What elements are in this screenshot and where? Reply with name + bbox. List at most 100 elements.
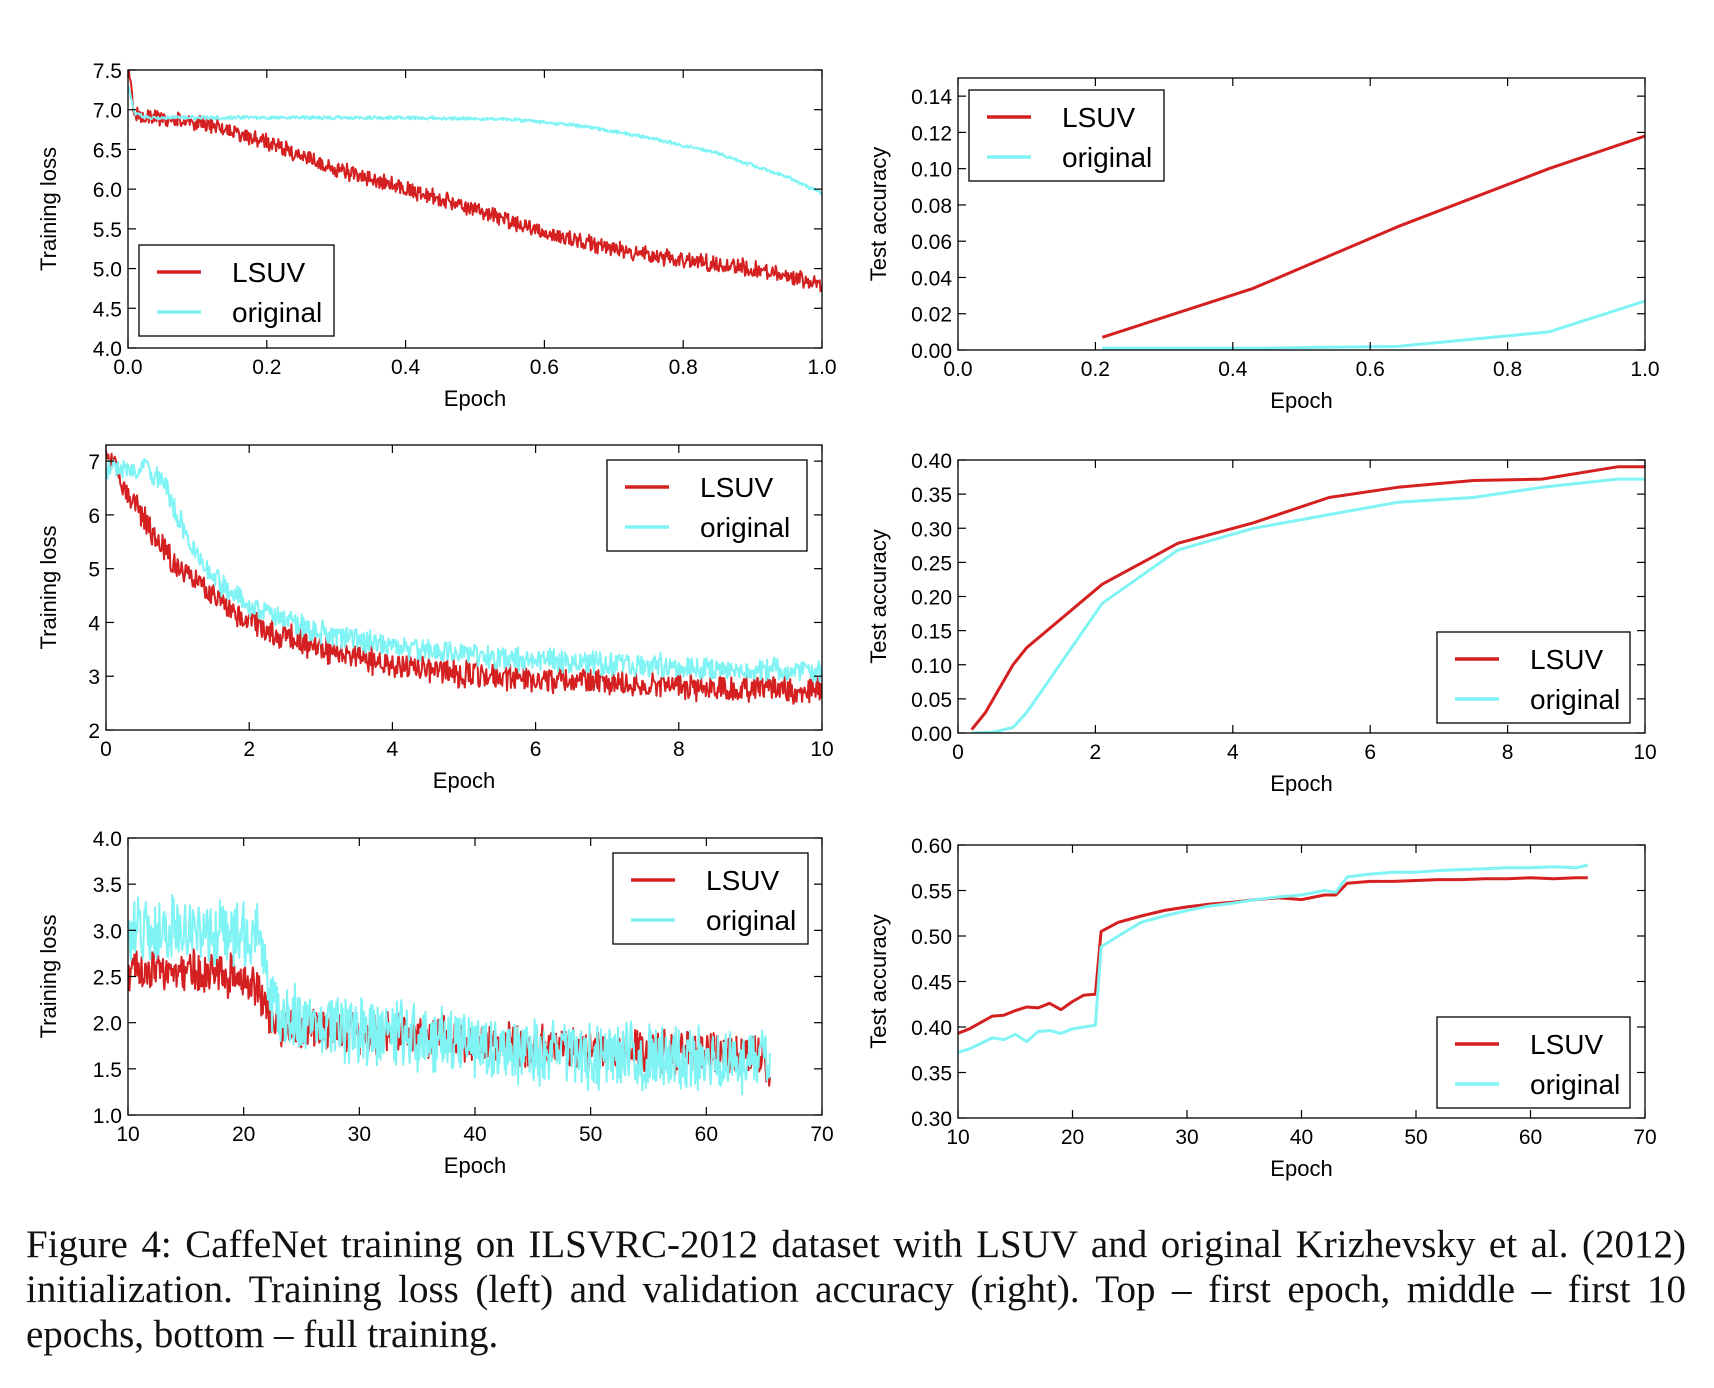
y-tick-label: 0.04	[911, 267, 952, 290]
y-tick-label: 5.0	[93, 259, 122, 282]
legend-box	[612, 852, 809, 945]
x-tick-label: 4	[387, 738, 399, 761]
x-tick-label: 8	[1502, 741, 1514, 764]
y-tick-label: 1.0	[93, 1105, 122, 1128]
y-tick-label: 4.0	[93, 338, 122, 361]
y-tick-label: 7.5	[93, 60, 122, 83]
y-tick-label: 2.0	[93, 1013, 122, 1036]
y-axis-label: Test accuracy	[866, 914, 891, 1049]
legend-label-lsuv: LSUV	[232, 257, 305, 288]
legend-label-original: original	[1530, 684, 1620, 715]
y-tick-label: 0.10	[911, 655, 952, 678]
y-tick-label: 0.45	[911, 972, 952, 995]
series-lsuv-line	[128, 70, 822, 293]
x-tick-label: 2	[1090, 741, 1102, 764]
y-tick-label: 6	[88, 505, 100, 528]
y-tick-label: 3.0	[93, 920, 122, 943]
y-tick-label: 1.5	[93, 1059, 122, 1082]
y-tick-label: 0.35	[911, 484, 952, 507]
series-original-line	[958, 863, 1589, 1054]
series-original-line	[128, 893, 771, 1096]
series-original-line	[106, 457, 822, 683]
x-tick-label: 10	[810, 738, 833, 761]
y-tick-label: 5	[88, 559, 100, 582]
x-tick-label: 0.8	[669, 356, 698, 379]
y-axis-label: Training loss	[36, 526, 61, 650]
legend-label-original: original	[1530, 1069, 1620, 1100]
axes-frame	[957, 77, 1646, 351]
legend: LSUV original	[1436, 631, 1631, 724]
chart-loss-first-epoch: 0.0 0.2 0.4 0.6 0.8 1.0 4.0 4.5 5.0 5.5 6.0 6.5 7.0 7…	[36, 60, 837, 411]
y-tick-label: 0.20	[911, 587, 952, 610]
x-tick-label: 30	[1175, 1126, 1198, 1149]
x-tick-label: 10	[116, 1123, 139, 1146]
x-tick-label: 8	[673, 738, 685, 761]
x-tick-label: 60	[1519, 1126, 1542, 1149]
x-tick-label: 0.6	[1356, 358, 1385, 381]
y-tick-label: 6.0	[93, 179, 122, 202]
x-tick-label: 40	[463, 1123, 486, 1146]
legend-label-original: original	[706, 905, 796, 936]
y-tick-label: 2	[88, 720, 100, 743]
x-tick-label: 60	[695, 1123, 718, 1146]
x-tick-label: 1.0	[1630, 358, 1659, 381]
legend: LSUV original	[968, 89, 1165, 182]
x-tick-label: 6	[1364, 741, 1376, 764]
legend-label-lsuv: LSUV	[1530, 644, 1603, 675]
y-tick-label: 0.00	[911, 340, 952, 363]
legend-label-lsuv: LSUV	[700, 472, 773, 503]
legend-label-lsuv: LSUV	[1530, 1029, 1603, 1060]
y-tick-label: 0.14	[911, 86, 952, 109]
x-tick-label: 0.2	[1081, 358, 1110, 381]
x-tick-label: 10	[1633, 741, 1656, 764]
axes-frame	[127, 69, 823, 349]
legend-box	[138, 244, 335, 337]
series-original-line	[971, 477, 1645, 733]
series-original-line	[128, 85, 822, 195]
y-tick-label: 0.35	[911, 1063, 952, 1086]
x-tick-label: 1.0	[807, 356, 836, 379]
x-axis-label: Epoch	[1270, 771, 1332, 796]
legend: LSUV original	[138, 244, 335, 337]
x-tick-label: 0.8	[1493, 358, 1522, 381]
legend-label-lsuv: LSUV	[1062, 102, 1135, 133]
series-original-line	[1102, 299, 1645, 350]
x-tick-label: 0.4	[391, 356, 421, 379]
x-axis-label: Epoch	[444, 386, 506, 411]
y-tick-label: 2.5	[93, 967, 122, 990]
chart-acc-first-epoch: 0.0 0.2 0.4 0.6 0.8 1.0 0.00 0.02 0.04 0.06 0.08 0.…	[866, 77, 1660, 413]
chart-loss-full-training: 10 20 30 40 50 60 70 1.0 1.5 2.0 2.5 3.0 3.5 4.0 Epoch…	[36, 828, 834, 1178]
y-tick-label: 0.12	[911, 122, 952, 145]
chart-acc-full-training: 10 20 30 40 50 60 70 0.30 0.35 0.40 0.45 0.50 0.55 0.…	[866, 835, 1657, 1181]
y-tick-label: 4.5	[93, 298, 122, 321]
y-tick-label: 0.55	[911, 881, 952, 904]
legend-box	[1436, 1016, 1631, 1109]
x-axis-label: Epoch	[1270, 388, 1332, 413]
y-tick-label: 3.5	[93, 874, 122, 897]
series-lsuv-line	[1101, 134, 1645, 339]
x-axis-label: Epoch	[444, 1153, 506, 1178]
y-tick-label: 0.25	[911, 552, 952, 575]
legend-label-original: original	[232, 297, 322, 328]
y-tick-label: 0.15	[911, 621, 952, 644]
y-tick-label: 0.00	[911, 723, 952, 746]
legend-label-original: original	[1062, 142, 1152, 173]
series-lsuv-line	[106, 450, 822, 705]
x-tick-label: 10	[946, 1126, 969, 1149]
y-tick-label: 0.40	[911, 450, 952, 473]
y-tick-label: 0.40	[911, 1017, 952, 1040]
y-axis-label: Training loss	[36, 915, 61, 1039]
legend-box	[968, 89, 1165, 182]
x-tick-label: 30	[348, 1123, 371, 1146]
x-tick-label: 70	[810, 1123, 833, 1146]
x-tick-label: 40	[1290, 1126, 1313, 1149]
x-tick-label: 0	[100, 738, 112, 761]
x-tick-label: 0.0	[943, 358, 972, 381]
y-tick-label: 0.08	[911, 195, 952, 218]
x-tick-label: 0.0	[113, 356, 142, 379]
x-tick-label: 0	[952, 741, 964, 764]
y-tick-label: 3	[88, 666, 100, 689]
y-axis-label: Training loss	[36, 147, 61, 271]
x-axis-label: Epoch	[433, 768, 495, 793]
